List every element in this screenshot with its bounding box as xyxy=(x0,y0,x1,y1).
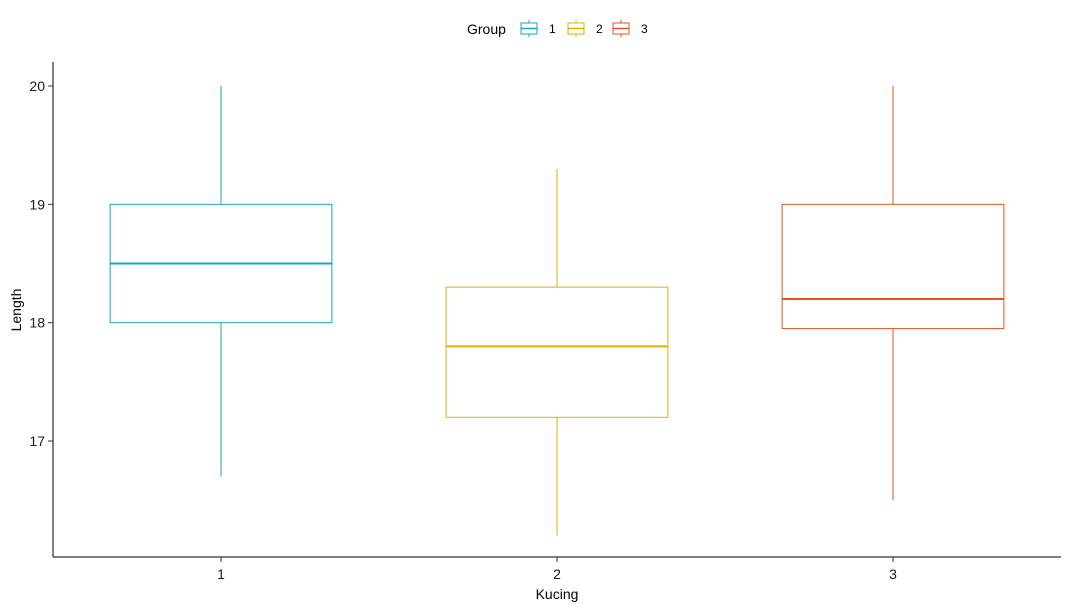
x-tick-label: 3 xyxy=(889,566,897,582)
legend-title: Group xyxy=(467,21,506,37)
legend-item-1: 1 xyxy=(520,20,556,37)
y-tick-label: 19 xyxy=(29,196,45,212)
legend-key-icon xyxy=(567,20,585,37)
x-tick-label: 2 xyxy=(553,566,561,582)
legend-items: 1 2 3 xyxy=(520,20,648,37)
y-tick-label: 20 xyxy=(29,78,45,94)
legend-label: 1 xyxy=(549,22,556,36)
x-tick-label: 1 xyxy=(217,566,225,582)
y-axis-title: Length xyxy=(8,289,24,332)
box-iqr xyxy=(781,203,1005,330)
y-ticks: 17 18 19 20 xyxy=(29,78,53,449)
box-group-3 xyxy=(781,86,1005,501)
y-tick-label: 17 xyxy=(29,433,45,449)
axes: 17 18 19 20 1 2 3 xyxy=(29,62,1061,582)
legend: Group 1 2 3 xyxy=(467,20,648,37)
box-group-1 xyxy=(109,86,333,477)
legend-item-2: 2 xyxy=(567,20,603,37)
legend-key-icon xyxy=(612,20,630,37)
legend-label: 2 xyxy=(596,22,603,36)
legend-key-icon xyxy=(520,20,538,37)
box-group-2 xyxy=(445,168,669,536)
x-axis-title: Kucing xyxy=(536,586,579,602)
y-tick-label: 18 xyxy=(29,315,45,331)
plot-area xyxy=(109,86,1005,536)
legend-item-3: 3 xyxy=(612,20,648,37)
legend-label: 3 xyxy=(641,22,648,36)
box-iqr xyxy=(445,286,669,418)
x-ticks: 1 2 3 xyxy=(217,557,897,582)
